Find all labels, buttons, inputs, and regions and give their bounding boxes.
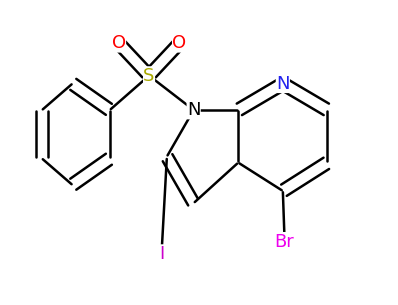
Text: N: N [187,101,201,119]
Text: N: N [276,75,290,93]
Text: I: I [159,245,164,263]
Text: S: S [143,66,155,84]
Text: O: O [172,34,186,52]
Text: O: O [112,34,126,52]
Text: Br: Br [275,232,295,250]
